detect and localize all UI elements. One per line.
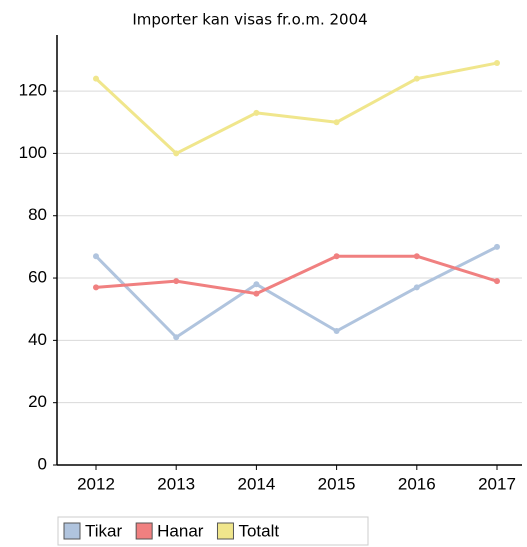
point (253, 109, 260, 116)
y-tick-label: 80 (28, 205, 47, 224)
y-tick-label: 0 (38, 454, 47, 473)
legend-label: Hanar (157, 521, 204, 540)
point (494, 60, 500, 67)
point (333, 328, 340, 335)
point (494, 243, 500, 250)
point (253, 281, 260, 288)
y-tick-label: 20 (28, 392, 47, 411)
x-tick-label: 2014 (237, 474, 275, 493)
point (413, 253, 420, 260)
point (494, 278, 500, 285)
point (93, 75, 99, 82)
legend-box (57, 516, 369, 546)
x-tick-label: 2017 (478, 474, 516, 493)
chart-title: Importer kan visas fr.o.m. 2004 (132, 11, 367, 29)
legend-swatch (63, 522, 81, 540)
point (173, 334, 180, 341)
point (413, 284, 420, 291)
y-tick-label: 120 (19, 81, 47, 100)
series-line (94, 245, 498, 339)
point (93, 284, 99, 291)
x-tick-label: 2012 (77, 474, 115, 493)
x-tick-label: 2013 (157, 474, 195, 493)
point (333, 253, 340, 260)
series-line (95, 254, 498, 296)
point (413, 75, 420, 82)
y-tick-label: 100 (19, 143, 47, 162)
legend-label: Totalt (238, 521, 279, 540)
legend-label: Tikar (85, 521, 122, 540)
point (93, 253, 99, 260)
legend-swatch (216, 522, 234, 540)
x-tick-label: 2016 (398, 474, 436, 493)
y-tick-label: 40 (28, 330, 47, 349)
x-tick-label: 2015 (318, 474, 356, 493)
point (253, 290, 260, 297)
point (333, 119, 340, 126)
series-line (94, 61, 498, 155)
point (173, 278, 180, 285)
legend-swatch (135, 522, 153, 540)
y-tick-label: 60 (28, 268, 47, 287)
point (173, 150, 180, 157)
